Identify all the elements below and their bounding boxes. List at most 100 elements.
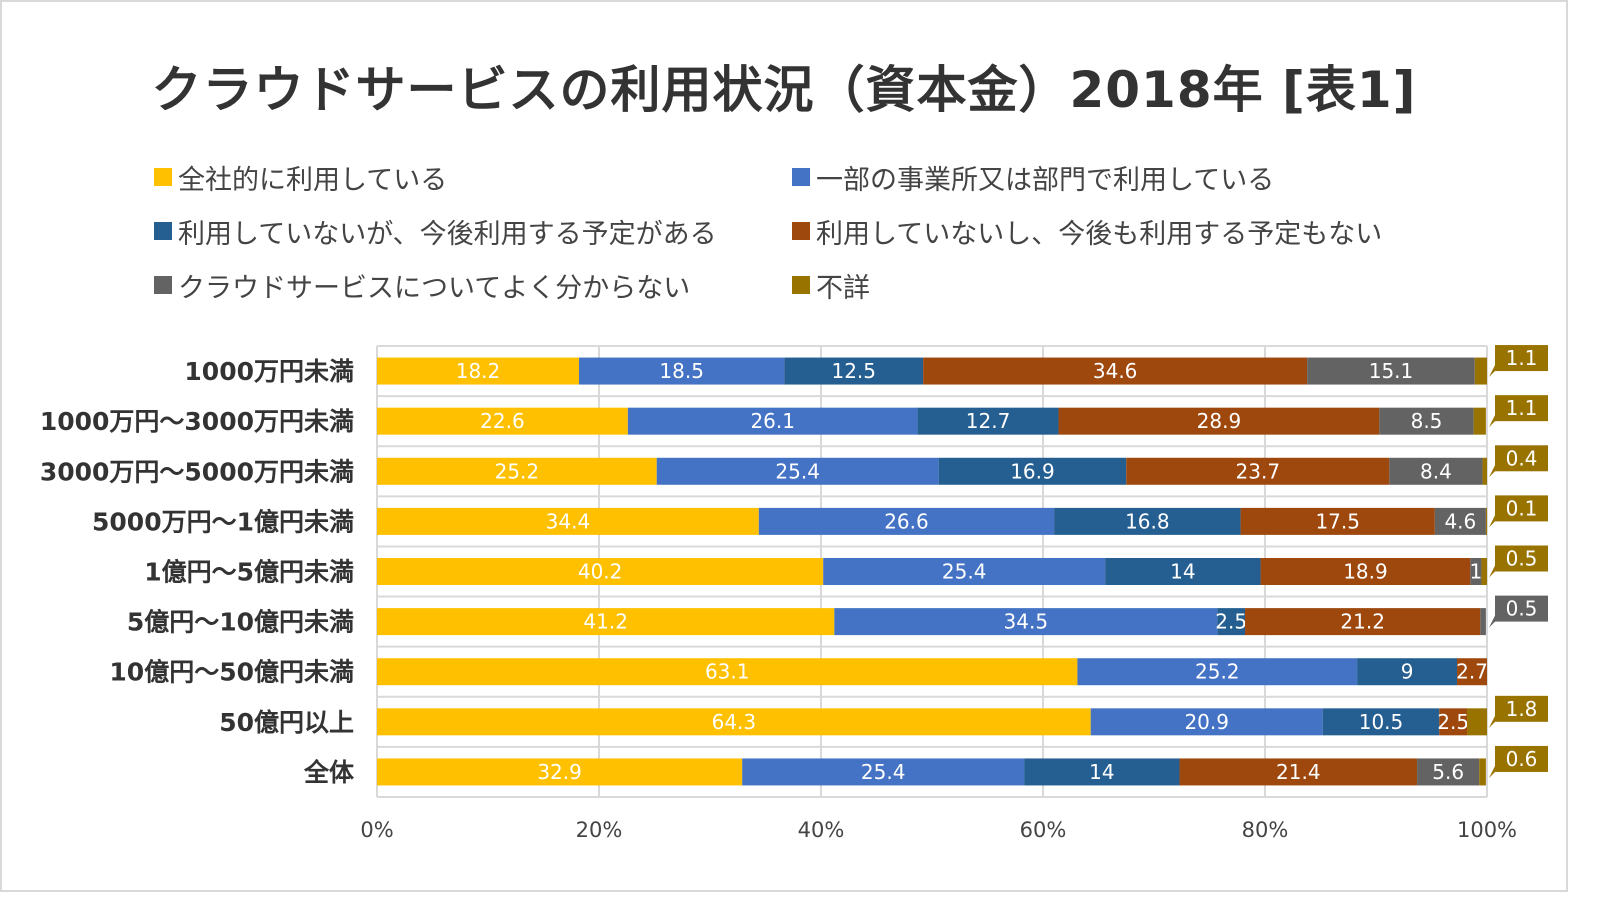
callout-label: 1.1 xyxy=(1506,346,1538,370)
data-label: 34.5 xyxy=(1004,610,1049,634)
bar-segment xyxy=(1470,558,1482,585)
bar-segment xyxy=(1024,758,1180,786)
data-label: 16.9 xyxy=(1010,459,1055,483)
legend-item: 不詳 xyxy=(792,268,870,304)
callout-label: 1.1 xyxy=(1506,396,1538,420)
callout-box xyxy=(1495,745,1548,772)
bar-segment xyxy=(1245,608,1481,636)
bar-segment xyxy=(1379,407,1474,435)
bar-segment xyxy=(1439,708,1468,736)
legend-label: 全社的に利用している xyxy=(178,164,448,196)
callout-label: 0.1 xyxy=(1506,496,1538,520)
data-label: 21.2 xyxy=(1340,610,1385,634)
bar-segment xyxy=(1090,708,1323,736)
bar-segment xyxy=(917,407,1059,435)
data-label: 14 xyxy=(1170,560,1195,584)
bar-segment xyxy=(1307,357,1475,385)
callout-label: 0.5 xyxy=(1506,597,1538,621)
bar-segment xyxy=(834,608,1218,636)
data-label: 25.2 xyxy=(1195,660,1240,684)
x-tick-label: 100% xyxy=(1457,818,1517,842)
data-label: 64.3 xyxy=(712,710,757,734)
data-label: 17.5 xyxy=(1315,509,1360,533)
data-label: 34.6 xyxy=(1093,359,1138,383)
data-label: 12.5 xyxy=(831,359,876,383)
data-label: 15.1 xyxy=(1369,359,1414,383)
callout-pointer xyxy=(1489,765,1495,778)
bar-segment xyxy=(1217,608,1246,636)
callout-box xyxy=(1495,395,1548,422)
data-label: 25.4 xyxy=(775,459,820,483)
data-label: 9 xyxy=(1401,660,1414,684)
callout-box xyxy=(1495,495,1548,522)
bar-segment xyxy=(1480,608,1486,636)
bar-segment xyxy=(1479,758,1486,786)
x-tick-label: 0% xyxy=(360,818,393,842)
legend-item: 全社的に利用している xyxy=(154,160,448,196)
chart-plot: 0% 20% 40% 60% 80% 100%1000万円未満 18.2 18.5 12.5 34… xyxy=(40,345,1548,842)
category-label: 全体 xyxy=(303,758,355,787)
bar-segment xyxy=(1357,658,1458,686)
bar-segment xyxy=(1389,457,1483,485)
data-label: 25.2 xyxy=(495,459,540,483)
legend-label: 不詳 xyxy=(816,272,870,304)
data-label: 8.5 xyxy=(1411,409,1443,433)
legend-swatch xyxy=(792,276,810,294)
callout-pointer xyxy=(1489,415,1495,428)
bar-segment xyxy=(377,758,743,786)
bar-segment xyxy=(1322,708,1440,736)
data-label: 16.8 xyxy=(1125,509,1170,533)
bar-segment xyxy=(1179,758,1418,786)
data-label: 5.6 xyxy=(1432,760,1464,784)
data-label: 25.4 xyxy=(861,760,906,784)
bar-segment xyxy=(377,507,759,535)
bar-segment xyxy=(938,457,1127,485)
category-label: 1億円～5億円未満 xyxy=(144,558,354,587)
category-label: 1000万円未満 xyxy=(184,357,354,386)
data-label: 2.5 xyxy=(1437,710,1469,734)
bar-segment xyxy=(1417,758,1480,786)
bar-segment xyxy=(1434,507,1486,535)
x-tick-label: 20% xyxy=(576,818,623,842)
data-label: 25.4 xyxy=(942,560,987,584)
category-label: 10億円～50億円未満 xyxy=(109,658,354,687)
callout-box xyxy=(1495,695,1548,722)
data-label: 12.7 xyxy=(966,409,1011,433)
bar-segment xyxy=(823,558,1106,585)
data-label: 28.9 xyxy=(1197,409,1242,433)
bar-segment xyxy=(742,758,1025,786)
x-tick-label: 40% xyxy=(798,818,845,842)
bar-segment xyxy=(1482,457,1487,485)
bar-segment xyxy=(377,658,1078,686)
callout-pointer xyxy=(1489,715,1495,728)
bar-segment xyxy=(1473,407,1486,435)
bar-segment xyxy=(579,357,785,385)
bar-segment xyxy=(377,407,628,435)
bar-segment xyxy=(1054,507,1241,535)
category-label: 5億円～10億円未満 xyxy=(127,608,354,637)
category-label: 50億円以上 xyxy=(219,708,354,737)
legend-item: 一部の事業所又は部門で利用している xyxy=(792,160,1275,196)
data-label: 41.2 xyxy=(583,610,628,634)
data-label: 34.4 xyxy=(546,509,591,533)
bar-segment xyxy=(1481,558,1487,585)
data-label: 26.1 xyxy=(750,409,795,433)
legend-swatch xyxy=(154,168,172,186)
bar-segment xyxy=(1485,507,1487,535)
bar-segment xyxy=(377,608,835,636)
data-label: 23.7 xyxy=(1236,459,1281,483)
data-label: 18.2 xyxy=(456,359,501,383)
callout-box xyxy=(1495,595,1548,622)
data-label: 22.6 xyxy=(480,409,525,433)
bar-segment xyxy=(377,357,580,385)
legend-item: 利用していないし、今後も利用する予定もない xyxy=(792,214,1382,250)
chart-frame: クラウドサービスの利用状況（資本金）2018年 [表1] 全社的に利用している 一… xyxy=(0,0,1568,892)
legend: 全社的に利用している 一部の事業所又は部門で利用している 利用していないが、今後利用… xyxy=(2,2,1566,322)
x-tick-label: 60% xyxy=(1020,818,1067,842)
data-label: 4.6 xyxy=(1444,509,1476,533)
bar-segment xyxy=(758,507,1055,535)
data-label: 21.4 xyxy=(1276,760,1321,784)
bar-segment xyxy=(1260,558,1471,585)
bar-segment xyxy=(1457,658,1487,686)
legend-label: 一部の事業所又は部門で利用している xyxy=(816,164,1275,196)
